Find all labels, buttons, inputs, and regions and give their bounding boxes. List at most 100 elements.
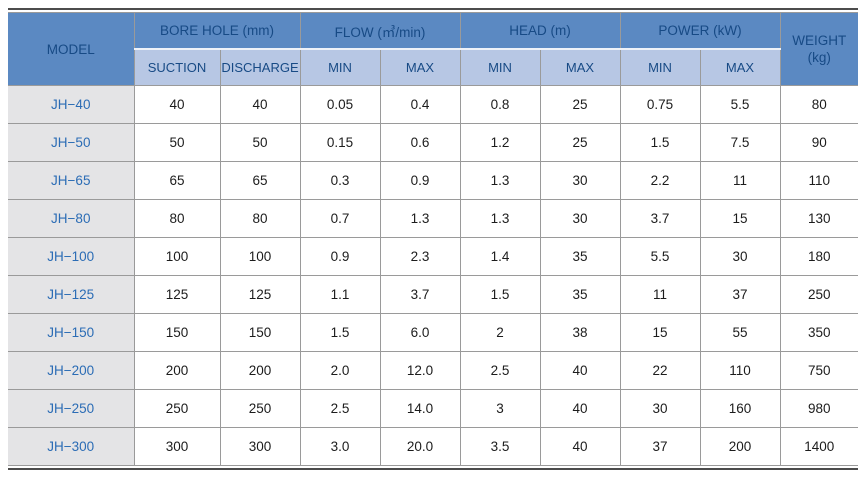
subheader-power-max: MAX: [699, 48, 781, 86]
value-cell: 0.7: [299, 199, 381, 238]
value-cell: 1.5: [299, 313, 381, 352]
value-cell: 35: [539, 275, 621, 314]
value-cell: 40: [539, 351, 621, 390]
value-cell: 80: [219, 199, 301, 238]
model-cell: JH−150: [8, 313, 135, 352]
value-cell: 250: [779, 275, 859, 314]
subheader-head-min: MIN: [459, 48, 541, 86]
value-cell: 300: [219, 427, 301, 466]
value-cell: 22: [619, 351, 701, 390]
value-cell: 25: [539, 85, 621, 124]
header-flow: FLOW (㎥/min): [299, 12, 461, 50]
header-weight-line1: WEIGHT: [792, 33, 847, 48]
value-cell: 980: [779, 389, 859, 428]
value-cell: 300: [133, 427, 221, 466]
table-row: JH−40 40 40 0.05 0.4 0.8 25 0.75 5.5 80: [8, 85, 859, 124]
value-cell: 1.3: [459, 161, 541, 200]
value-cell: 2.0: [299, 351, 381, 390]
value-cell: 1.3: [459, 199, 541, 238]
value-cell: 30: [619, 389, 701, 428]
value-cell: 250: [133, 389, 221, 428]
subheader-flow-min: MIN: [299, 48, 381, 86]
value-cell: 40: [133, 85, 221, 124]
value-cell: 250: [219, 389, 301, 428]
model-cell: JH−200: [8, 351, 135, 390]
value-cell: 5.5: [699, 85, 781, 124]
value-cell: 25: [539, 123, 621, 162]
model-cell: JH−125: [8, 275, 135, 314]
value-cell: 80: [779, 85, 859, 124]
value-cell: 0.9: [379, 161, 461, 200]
value-cell: 750: [779, 351, 859, 390]
table-row: JH−65 65 65 0.3 0.9 1.3 30 2.2 11 110: [8, 161, 859, 200]
table-row: JH−200 200 200 2.0 12.0 2.5 40 22 110 75…: [8, 351, 859, 390]
value-cell: 65: [133, 161, 221, 200]
pump-spec-table-panel: MODEL BORE HOLE (mm) FLOW (㎥/min) HEAD (…: [8, 8, 859, 470]
value-cell: 0.05: [299, 85, 381, 124]
subheader-suction: SUCTION: [134, 48, 221, 86]
value-cell: 15: [699, 199, 781, 238]
value-cell: 65: [219, 161, 301, 200]
value-cell: 1.5: [459, 275, 541, 314]
value-cell: 3.7: [619, 199, 701, 238]
value-cell: 38: [539, 313, 621, 352]
model-cell: JH−50: [8, 123, 135, 162]
top-rule: [8, 8, 858, 10]
value-cell: 1.4: [459, 237, 541, 276]
table-row: JH−50 50 50 0.15 0.6 1.2 25 1.5 7.5 90: [8, 123, 859, 162]
model-cell: JH−250: [8, 389, 135, 428]
value-cell: 1.2: [459, 123, 541, 162]
value-cell: 180: [779, 237, 859, 276]
value-cell: 125: [133, 275, 221, 314]
subheader-power-min: MIN: [619, 48, 701, 86]
value-cell: 125: [219, 275, 301, 314]
value-cell: 3.5: [459, 427, 541, 466]
value-cell: 35: [539, 237, 621, 276]
value-cell: 0.15: [299, 123, 381, 162]
header-group-row: MODEL BORE HOLE (mm) FLOW (㎥/min) HEAD (…: [8, 12, 859, 86]
value-cell: 150: [219, 313, 301, 352]
value-cell: 100: [133, 237, 221, 276]
value-cell: 200: [699, 427, 781, 466]
table-row: JH−300 300 300 3.0 20.0 3.5 40 37 200 14…: [8, 427, 859, 466]
value-cell: 200: [133, 351, 221, 390]
value-cell: 130: [779, 199, 859, 238]
value-cell: 110: [699, 351, 781, 390]
value-cell: 7.5: [699, 123, 781, 162]
value-cell: 350: [779, 313, 859, 352]
value-cell: 1400: [779, 427, 859, 466]
value-cell: 1.3: [379, 199, 461, 238]
model-cell: JH−80: [8, 199, 135, 238]
value-cell: 0.8: [459, 85, 541, 124]
value-cell: 40: [219, 85, 301, 124]
value-cell: 90: [779, 123, 859, 162]
header-weight-line2: (kg): [807, 50, 831, 65]
value-cell: 50: [133, 123, 221, 162]
value-cell: 2.3: [379, 237, 461, 276]
value-cell: 5.5: [619, 237, 701, 276]
header-head: HEAD (m): [459, 12, 621, 50]
value-cell: 0.6: [379, 123, 461, 162]
value-cell: 30: [539, 161, 621, 200]
value-cell: 160: [699, 389, 781, 428]
pump-spec-table: MODEL BORE HOLE (mm) FLOW (㎥/min) HEAD (…: [8, 12, 859, 466]
value-cell: 2.5: [299, 389, 381, 428]
bottom-rule: [8, 468, 858, 470]
model-cell: JH−100: [8, 237, 135, 276]
value-cell: 0.4: [379, 85, 461, 124]
value-cell: 150: [133, 313, 221, 352]
model-cell: JH−40: [8, 85, 135, 124]
value-cell: 40: [539, 389, 621, 428]
model-cell: JH−300: [8, 427, 135, 466]
value-cell: 2.2: [619, 161, 701, 200]
table-row: JH−250 250 250 2.5 14.0 3 40 30 160 980: [8, 389, 859, 428]
value-cell: 1.1: [299, 275, 381, 314]
value-cell: 3.0: [299, 427, 381, 466]
value-cell: 0.3: [299, 161, 381, 200]
value-cell: 15: [619, 313, 701, 352]
value-cell: 37: [619, 427, 701, 466]
value-cell: 14.0: [379, 389, 461, 428]
header-power: POWER (kW): [619, 12, 781, 50]
value-cell: 20.0: [379, 427, 461, 466]
value-cell: 3: [459, 389, 541, 428]
